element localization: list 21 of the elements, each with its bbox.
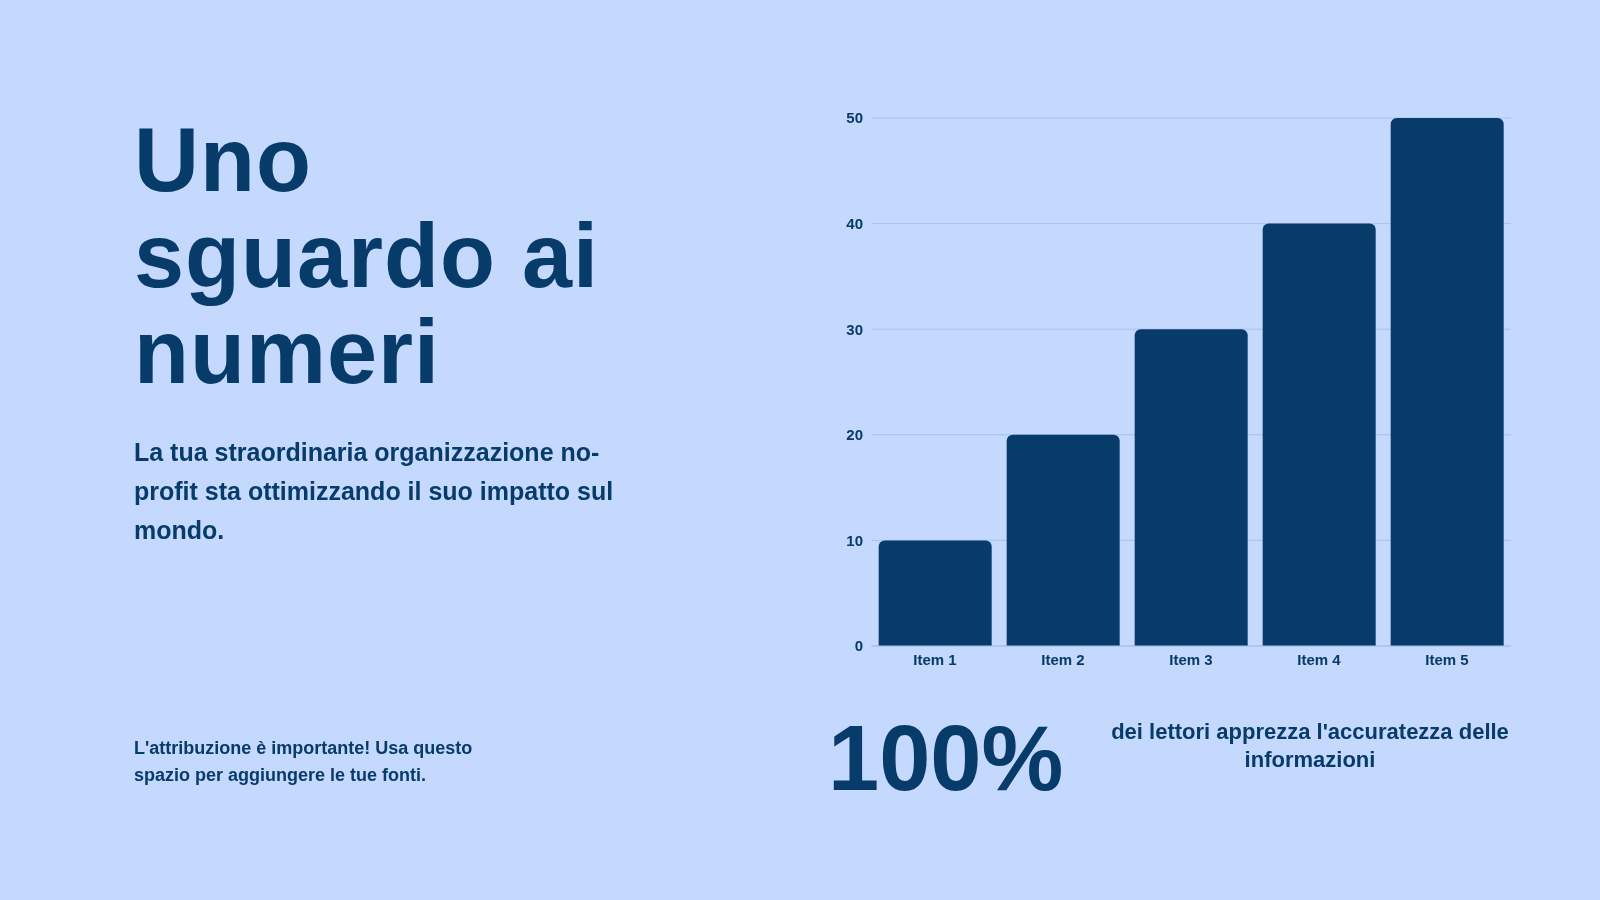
x-tick-label: Item 2 <box>1041 650 1085 668</box>
bar <box>1006 434 1120 646</box>
text: dei lettori apprezza l'accuratezza delle informazioni <box>1110 718 1510 774</box>
y-tick-label: 10 <box>846 531 863 549</box>
x-tick-label: Item 1 <box>913 650 957 668</box>
x-tick-label: Item 4 <box>1297 650 1342 668</box>
bar <box>1134 329 1248 646</box>
text: La tua straordinaria organizzazione no-profit sta ottimizzando il suo impatto sul mondo. <box>134 437 615 546</box>
y-tick-label: 50 <box>846 109 863 127</box>
bar <box>878 540 992 646</box>
y-tick-label: 0 <box>854 637 863 655</box>
y-tick-label: 30 <box>846 320 863 338</box>
bar <box>1390 118 1504 646</box>
y-tick-label: 20 <box>846 426 863 444</box>
text: 100% <box>828 707 1064 809</box>
y-tick-label: 40 <box>846 214 863 232</box>
text: Uno sguardo ai numeri <box>134 110 601 402</box>
bar <box>1262 223 1376 646</box>
x-tick-label: Item 3 <box>1169 650 1213 668</box>
x-tick-label: Item 5 <box>1425 650 1469 668</box>
text: L'attribuzione è importante! Usa questo spazio per aggiungere le tue fonti. <box>134 737 474 787</box>
